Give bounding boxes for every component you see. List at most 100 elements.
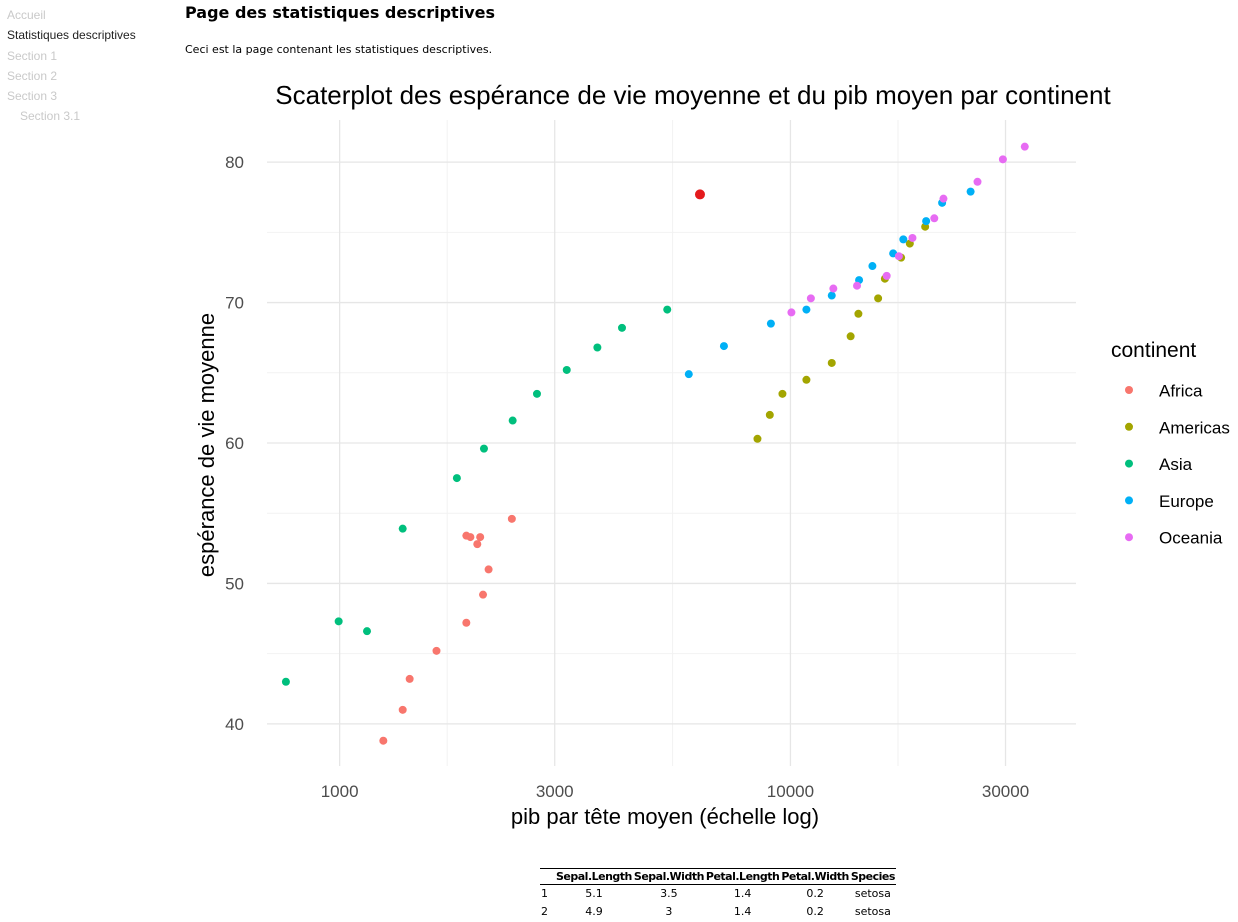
legend-key-oceania: [1125, 533, 1133, 542]
legend-label-africa: Africa: [1159, 382, 1203, 401]
oceania-point: [908, 233, 917, 242]
chart-points: [281, 142, 1029, 745]
chart-title: Scaterplot des espérance de vie moyenne …: [275, 80, 1111, 110]
asia-point: [334, 617, 343, 626]
africa-point: [507, 514, 516, 523]
asia-point: [363, 627, 372, 636]
y-axis-label: espérance de vie moyenne: [194, 313, 219, 577]
oceania-point: [894, 252, 903, 261]
table-cell: 1: [541, 887, 548, 900]
legend-title: continent: [1111, 339, 1196, 362]
table-cell: 3.5: [660, 887, 678, 900]
oceania-point: [829, 284, 838, 293]
table-header-sepal-width: Sepal.Width: [632, 868, 705, 885]
africa-point: [462, 618, 471, 627]
europe-point: [827, 291, 836, 300]
table-cell: 5.1: [585, 887, 603, 900]
europe-point: [684, 370, 693, 379]
table-header-rowname: [540, 868, 555, 885]
nav-item-section-3-1[interactable]: Section 3.1: [20, 109, 81, 124]
x-tick-label: 30000: [982, 782, 1029, 801]
x-axis-label: pib par tête moyen (échelle log): [511, 804, 819, 829]
highlight-point: [694, 189, 705, 200]
asia-point: [398, 524, 407, 533]
americas-point: [753, 434, 762, 443]
legend-key-americas: [1125, 422, 1133, 431]
x-tick-label: 10000: [767, 782, 814, 801]
table-cell: 3: [665, 905, 673, 918]
oceania-point: [998, 155, 1007, 164]
y-tick-label: 80: [225, 153, 244, 172]
europe-point: [868, 262, 877, 271]
table-body: 1 5.1 3.5 1.4 0.2 setosa 2 4.9 3 1.4 0.2 setosa: [540, 885, 896, 922]
asia-point: [479, 444, 488, 453]
europe-point: [966, 187, 975, 196]
table-header-species: Species: [849, 868, 896, 885]
nav-item-section-3[interactable]: Section 3: [7, 89, 58, 104]
africa-point: [379, 736, 388, 745]
table-cell: 4.9: [585, 905, 603, 918]
asia-point: [593, 343, 602, 352]
oceania-point: [882, 271, 891, 280]
africa-point: [479, 590, 488, 599]
legend-label-oceania: Oceania: [1159, 529, 1223, 548]
table-row: 1 5.1 3.5 1.4 0.2 setosa: [540, 885, 896, 904]
sidebar-nav: Accueil Statistiques descriptives Section …: [7, 5, 177, 127]
legend-label-europe: Europe: [1159, 492, 1214, 511]
europe-point: [766, 319, 775, 328]
americas-point: [827, 358, 836, 367]
africa-point: [484, 565, 493, 574]
europe-point: [899, 235, 908, 244]
africa-point: [473, 540, 482, 549]
africa-point: [398, 705, 407, 714]
iris-head-table: Sepal.Length Sepal.Width Petal.Length Petal…: [540, 868, 896, 921]
page-title: Page des statistiques descriptives: [185, 3, 495, 22]
table-cell: 1.4: [733, 887, 752, 900]
y-tick-label: 50: [225, 574, 244, 593]
y-tick-label: 60: [225, 434, 244, 453]
americas-point: [846, 332, 855, 341]
nav-item-section-1[interactable]: Section 1: [7, 48, 58, 63]
legend-label-asia: Asia: [1159, 455, 1193, 474]
oceania-point: [1020, 142, 1029, 151]
africa-point: [432, 646, 441, 655]
chart-grid: [267, 120, 1076, 766]
table-cell: 0.2: [806, 905, 824, 918]
asia-point: [532, 389, 541, 398]
y-tick-label: 40: [225, 715, 244, 734]
table-header-petal-width: Petal.Width: [780, 868, 850, 885]
table-cell: 0.2: [806, 887, 824, 900]
table-header-row: Sepal.Length Sepal.Width Petal.Length Petal…: [540, 868, 896, 885]
table-cell: setosa: [854, 887, 891, 900]
page-intro-text: Ceci est la page contenant les statistiq…: [185, 43, 493, 56]
europe-point: [719, 342, 728, 351]
table-cell: 1.4: [733, 905, 752, 918]
chart-legend: continent Africa Americas Asia Europe Oceani…: [1111, 339, 1230, 548]
oceania-point: [939, 194, 948, 203]
americas-point: [874, 294, 883, 303]
table-row: 2 4.9 3 1.4 0.2 setosa: [540, 903, 896, 921]
table-header-sepal-length: Sepal.Length: [555, 868, 633, 885]
asia-point: [562, 365, 571, 374]
americas-point: [854, 309, 863, 318]
europe-point: [802, 305, 811, 314]
legend-key-asia: [1125, 459, 1133, 468]
oceania-point: [806, 294, 815, 303]
asia-point: [508, 416, 517, 425]
nav-item-accueil[interactable]: Accueil: [7, 8, 46, 22]
legend-key-africa: [1125, 386, 1133, 394]
africa-point: [476, 533, 485, 542]
x-axis-ticks: 1000 3000 10000 30000: [321, 782, 1029, 801]
americas-point: [802, 375, 811, 384]
americas-point: [765, 410, 774, 419]
table-cell: setosa: [854, 905, 891, 918]
legend-key-europe: [1125, 496, 1133, 505]
asia-point: [617, 323, 626, 332]
nav-item-statistiques-descriptives[interactable]: Statistiques descriptives: [7, 28, 136, 43]
asia-point: [281, 677, 290, 686]
x-tick-label: 1000: [321, 782, 359, 801]
asia-point: [452, 474, 461, 483]
oceania-point: [853, 281, 862, 290]
nav-item-section-2[interactable]: Section 2: [7, 68, 58, 83]
europe-point: [922, 217, 931, 226]
